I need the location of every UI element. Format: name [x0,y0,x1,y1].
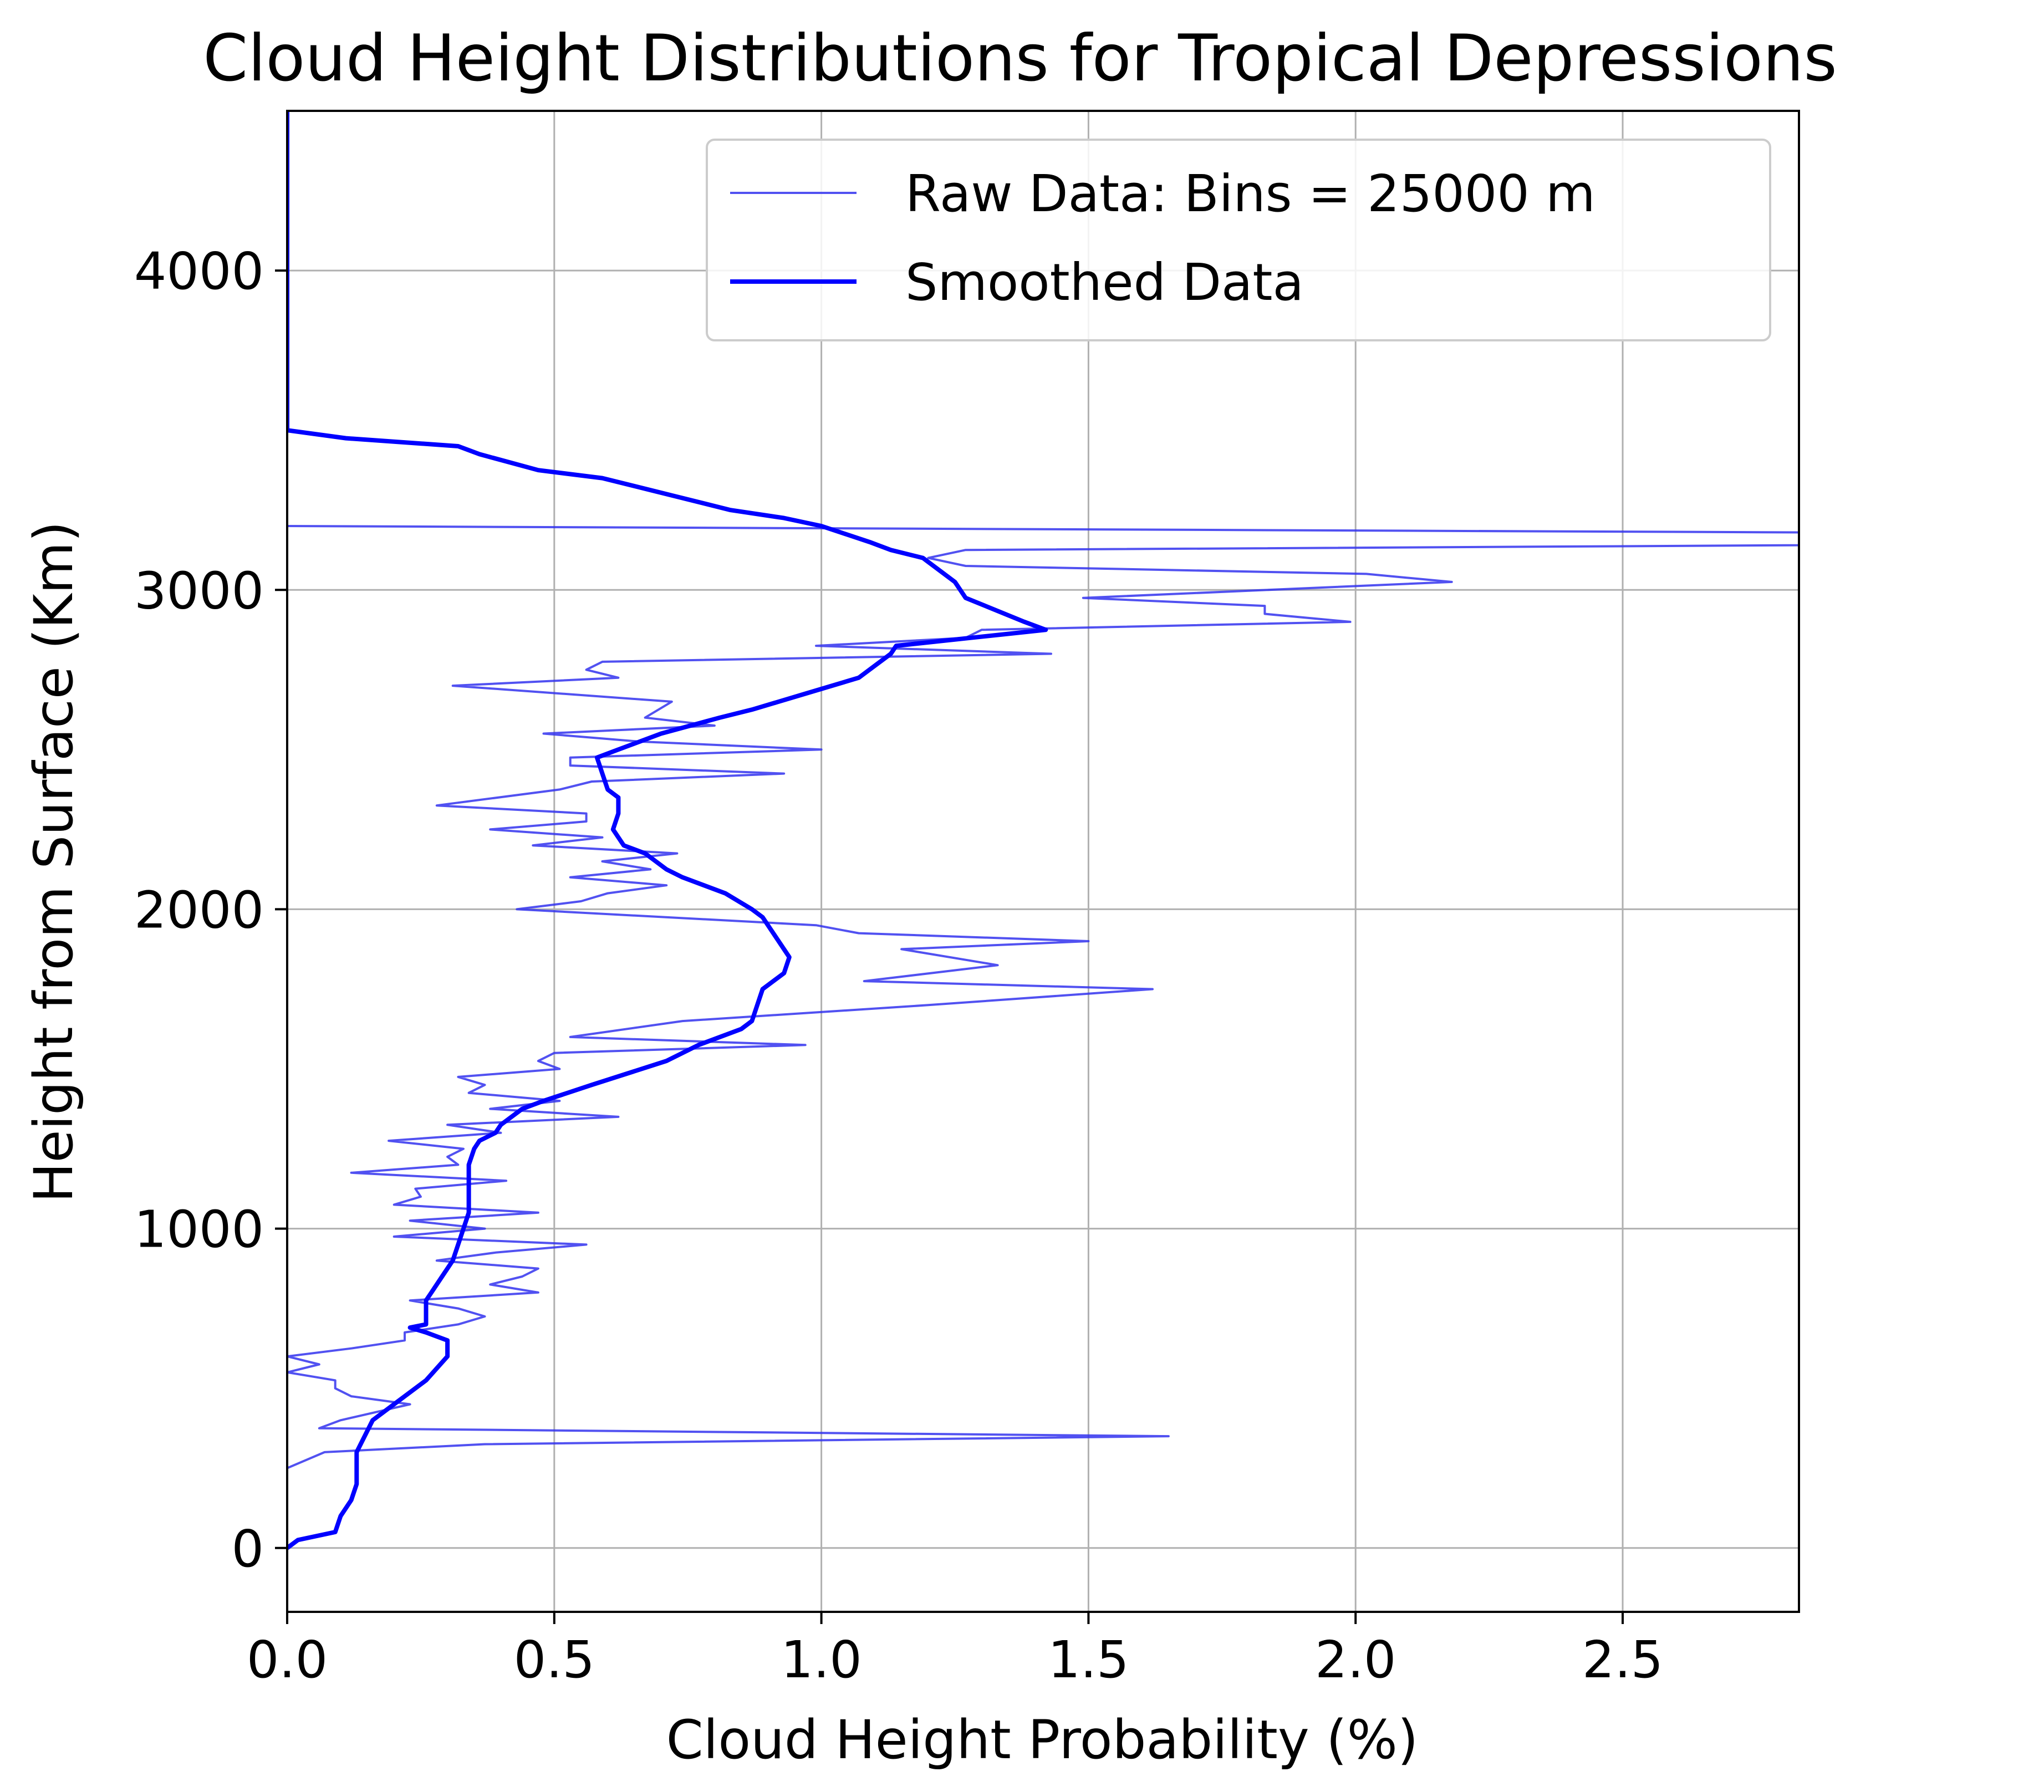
smoothed-data-line [287,111,1048,1550]
x-tick-label: 2.5 [1582,1630,1663,1689]
chart-title: Cloud Height Distributions for Tropical … [203,21,1837,96]
y-tick-label: 0 [231,1519,264,1579]
legend: Raw Data: Bins = 25000 m Smoothed Data [706,139,1771,341]
plot-frame [286,110,1800,1613]
y-tick-label: 3000 [134,561,264,620]
legend-box [706,139,1771,341]
x-tick-label: 1.5 [1048,1630,1129,1689]
x-tick-label: 1.0 [781,1630,862,1689]
x-tick-label: 0.5 [514,1630,595,1689]
x-tick-label: 0.0 [247,1630,328,1689]
x-axis-title: Cloud Height Probability (%) [666,1709,1419,1771]
raw-data-line [287,525,1799,1469]
y-axis-title: Height from Surface (Km) [23,521,85,1202]
legend-label: Smoothed Data [905,253,1304,312]
plot-area: 0.0 0.5 1.0 1.5 2.0 2.5 0 1000 2000 3000 4000 [134,110,1800,1689]
legend-label: Raw Data: Bins = 25000 m [905,164,1596,223]
y-tick-label: 2000 [134,880,264,940]
x-tick-label: 2.0 [1315,1630,1396,1689]
y-tick-label: 4000 [134,242,264,301]
y-tick-label: 1000 [134,1200,264,1259]
